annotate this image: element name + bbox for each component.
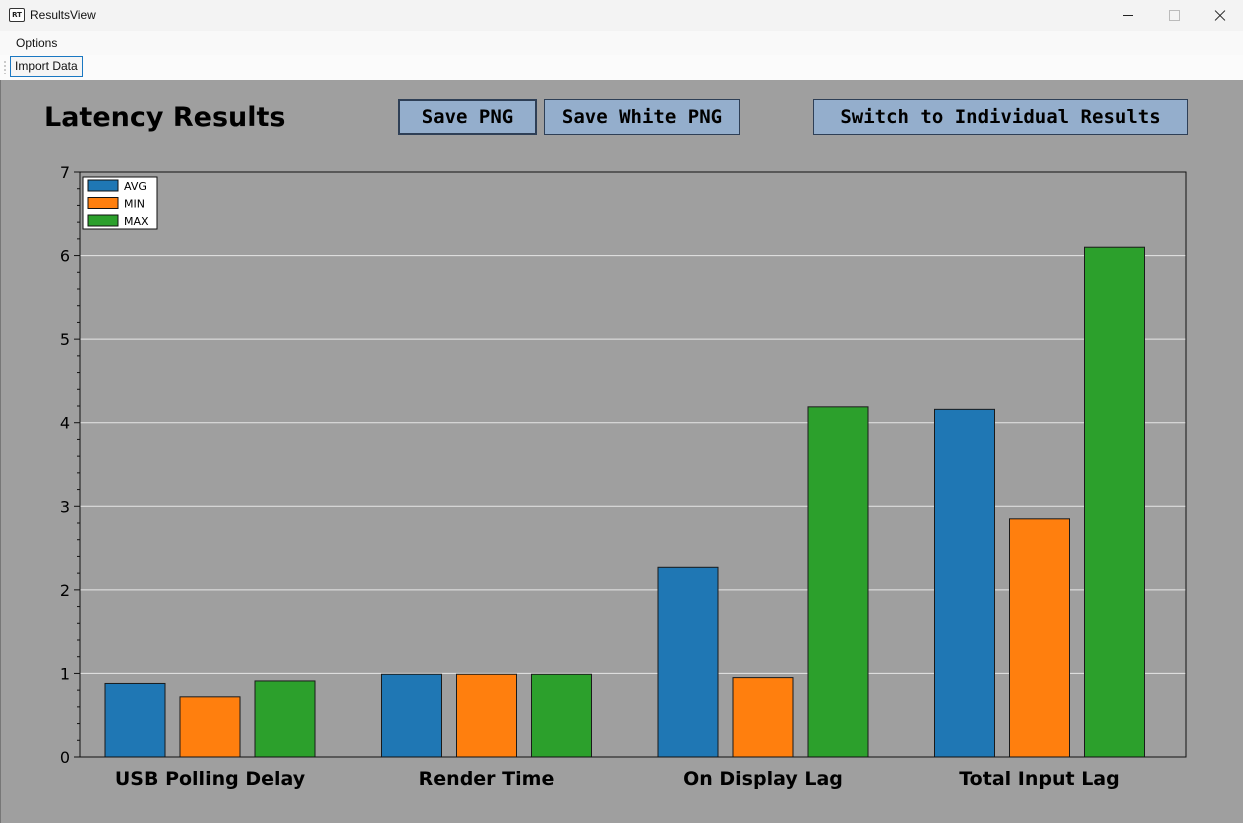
switch-to-individual-results-button[interactable]: Switch to Individual Results: [813, 99, 1188, 135]
toolbar: Import Data: [0, 55, 1243, 81]
menu-bar: Options: [0, 31, 1243, 55]
window-title: ResultsView: [30, 8, 96, 22]
bar-max-1: [254, 680, 316, 758]
bar-min-3: [732, 677, 794, 758]
import-data-button[interactable]: Import Data: [10, 56, 83, 77]
legend-swatch-avg: [87, 179, 119, 192]
y-tick-label: 2: [60, 581, 70, 600]
y-tick-label: 4: [60, 414, 70, 433]
toolbar-grip-icon[interactable]: [4, 60, 6, 74]
bar-avg-3: [657, 566, 719, 758]
bar-min-1: [179, 696, 241, 758]
bar-max-3: [807, 406, 869, 758]
maximize-button[interactable]: [1151, 0, 1197, 31]
y-tick-label: 7: [60, 163, 70, 182]
legend-swatch-max: [87, 214, 119, 227]
y-tick-label: 1: [60, 664, 70, 683]
save-white-png-button[interactable]: Save White PNG: [544, 99, 740, 135]
plot-frame: [79, 171, 1187, 758]
menu-options[interactable]: Options: [16, 36, 58, 50]
latency-bar-chart: USB Polling Delay Render Time On Display L…: [60, 163, 1187, 790]
title-bar: RT ResultsView: [0, 0, 1243, 31]
legend-label-max: MAX: [124, 215, 149, 228]
app-icon: RT: [9, 8, 25, 22]
legend-label-avg: AVG: [124, 180, 147, 193]
bar-max-4: [1084, 246, 1145, 758]
bar-max-2: [531, 673, 592, 758]
y-tick-label: 5: [60, 330, 70, 349]
y-tick-label: 6: [60, 247, 70, 266]
close-button[interactable]: [1197, 0, 1243, 31]
save-png-button[interactable]: Save PNG: [398, 99, 537, 135]
legend-label-min: MIN: [124, 198, 145, 211]
category-label: USB Polling Delay: [115, 768, 306, 790]
minimize-button[interactable]: [1105, 0, 1151, 31]
legend-swatch-min: [87, 197, 119, 209]
category-label: Render Time: [419, 768, 555, 790]
bar-min-4: [1009, 518, 1070, 758]
bar-avg-4: [934, 408, 995, 758]
category-label: Total Input Lag: [959, 768, 1119, 790]
page-title: Latency Results: [44, 102, 286, 133]
y-tick-label: 3: [60, 497, 70, 516]
y-tick-label: 0: [60, 748, 70, 767]
bar-avg-1: [104, 682, 166, 758]
category-label: On Display Lag: [683, 768, 843, 790]
bar-min-2: [456, 673, 517, 758]
bar-avg-2: [381, 673, 442, 758]
